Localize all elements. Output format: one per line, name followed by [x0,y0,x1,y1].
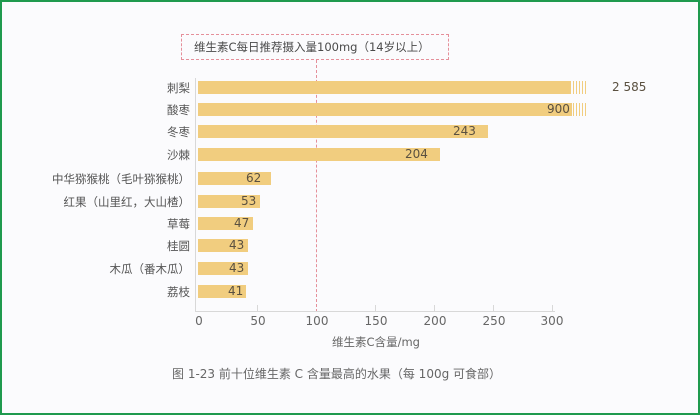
bar-row: 中华猕猴桃（毛叶猕猴桃） 62 [0,171,700,186]
bar [198,195,260,208]
category-label: 沙棘 [167,148,190,162]
reference-annotation-text: 维生素C每日推荐摄入量100mg（14岁以上） [194,40,430,54]
x-tick [434,305,435,311]
bar-value-label: 62 [246,171,262,185]
x-tick [375,305,376,311]
category-label: 红果（山里红，大山楂） [63,195,191,209]
x-tick-label: 300 [540,314,564,328]
x-tick-label: 100 [305,314,329,328]
category-label: 冬枣 [167,125,190,139]
bar-row: 冬枣 243 [0,124,700,139]
axis-break-marker [573,103,587,116]
figure-caption: 图 1-23 前十位维生素 C 含量最高的水果（每 100g 可食部） [172,367,502,381]
reference-line-100mg [316,60,317,312]
bar [198,217,253,230]
bar-row: 沙棘 204 [0,147,700,162]
bar-value-label: 243 [453,124,476,138]
bar [198,81,570,94]
bar-row: 桂圆 43 [0,238,700,253]
bar-row: 荔枝 41 [0,284,700,299]
x-axis [195,311,555,312]
x-tick-label: 200 [423,314,447,328]
category-label: 木瓜（番木瓜） [109,262,191,276]
bar-row: 刺梨 2 585 [0,80,700,95]
bar-value-label: 43 [229,261,245,275]
bar [198,125,488,138]
x-tick [493,305,494,311]
reference-annotation: 维生素C每日推荐摄入量100mg（14岁以上） [181,34,449,60]
bar [198,262,248,275]
x-tick [552,305,553,311]
x-tick-label: 250 [482,314,506,328]
bar [198,239,248,252]
bar-value-label: 47 [234,216,250,230]
bar-row: 红果（山里红，大山楂） 53 [0,194,700,209]
bar [198,172,271,185]
category-label: 刺梨 [167,81,190,95]
bar-value-label: 2 585 [612,80,647,94]
bar-value-label: 900 [547,102,570,116]
axis-break-marker [570,81,588,94]
bar-value-label: 204 [405,147,428,161]
bar-value-label: 41 [228,284,244,298]
x-tick-label: 50 [250,314,266,328]
bar-row: 木瓜（番木瓜） 43 [0,261,700,276]
category-label: 草莓 [167,217,190,231]
bar-row: 草莓 47 [0,216,700,231]
x-tick-label: 150 [364,314,388,328]
category-label: 中华猕猴桃（毛叶猕猴桃） [52,172,190,186]
bar [198,148,440,161]
category-label: 荔枝 [167,285,190,299]
x-axis-title: 维生素C含量/mg [332,335,420,349]
y-axis [195,78,196,312]
x-tick [257,305,258,311]
x-tick-label: 0 [195,314,203,328]
category-label: 酸枣 [167,103,190,117]
bar [198,285,246,298]
bar-row: 酸枣 900 [0,102,700,117]
bar [198,103,572,116]
bar-value-label: 43 [229,238,245,252]
bar-value-label: 53 [241,194,257,208]
category-label: 桂圆 [167,239,190,253]
